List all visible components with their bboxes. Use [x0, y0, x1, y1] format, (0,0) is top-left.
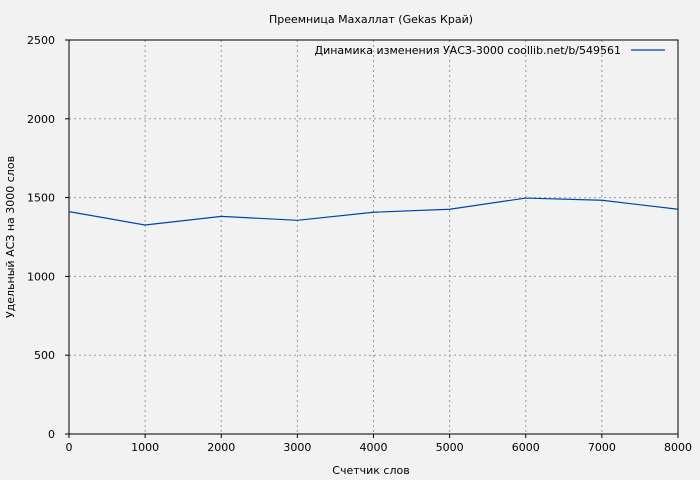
- x-tick-label: 3000: [283, 441, 311, 454]
- x-axis-label: Счетчик слов: [332, 464, 409, 477]
- y-tick-label: 1500: [27, 192, 55, 205]
- series-line: [68, 197, 679, 226]
- y-tick-label: 2500: [27, 34, 55, 47]
- y-tick-label: 1000: [27, 270, 55, 283]
- grid: [69, 40, 678, 434]
- y-tick-label: 0: [48, 428, 55, 441]
- x-tick-label: 0: [66, 441, 73, 454]
- y-tick-label: 2000: [27, 113, 55, 126]
- ticks: 0 1000 2000 3000 4000 5000 6000 7000 8000 0 500 100…: [27, 34, 692, 454]
- x-tick-label: 7000: [588, 441, 616, 454]
- y-tick-label: 500: [34, 349, 55, 362]
- chart-title: Преемница Махаллат (Gekas Край): [269, 13, 473, 26]
- x-tick-label: 2000: [207, 441, 235, 454]
- x-tick-label: 1000: [131, 441, 159, 454]
- y-axis-label: Удельный АСЗ на 3000 слов: [4, 156, 17, 318]
- x-tick-label: 6000: [512, 441, 540, 454]
- legend-label: Динамика изменения УАСЗ-3000 coollib.net…: [315, 44, 622, 57]
- x-tick-label: 4000: [360, 441, 388, 454]
- x-tick-label: 5000: [436, 441, 464, 454]
- x-tick-label: 8000: [664, 441, 692, 454]
